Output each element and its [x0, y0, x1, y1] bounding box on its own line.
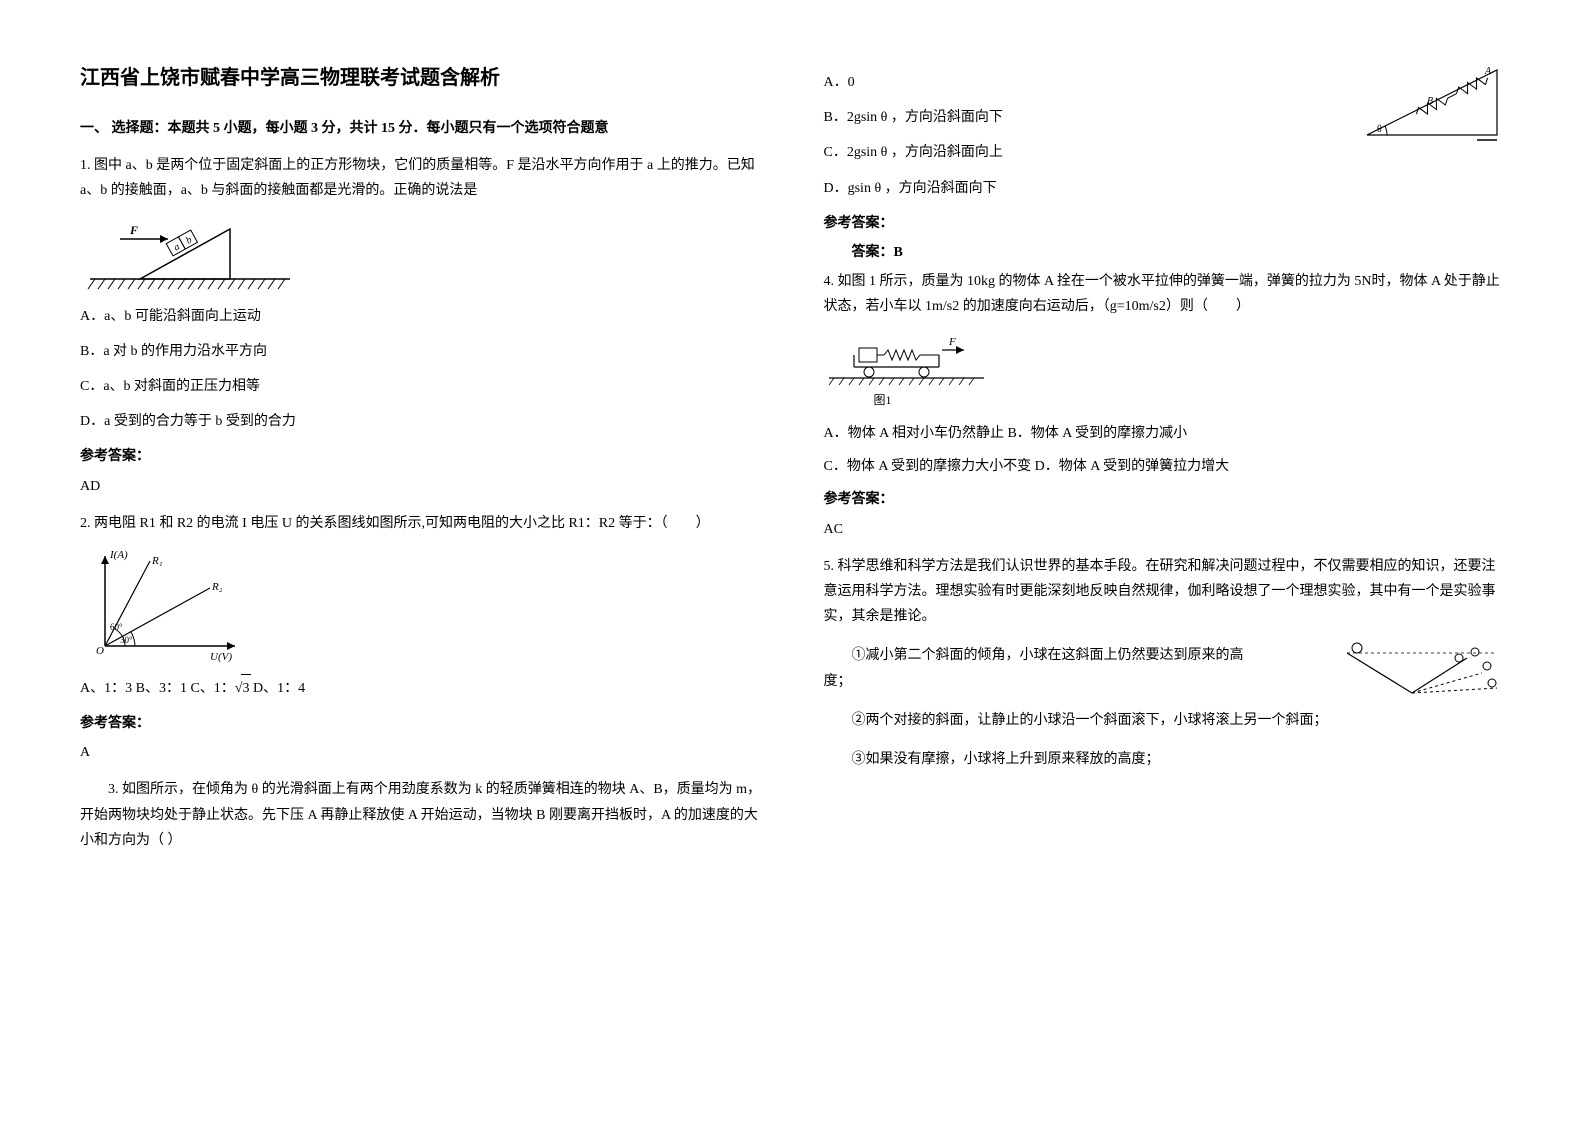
- question-4: 4. 如图 1 所示，质量为 10kg 的物体 A 拴在一个被水平拉伸的弹簧一端…: [824, 269, 1508, 542]
- q3-label-b: B: [1427, 96, 1433, 107]
- q5-opt2: ②两个对接的斜面，让静止的小球沿一个斜面滚下，小球将滚上另一个斜面；: [824, 708, 1508, 733]
- q1-opt-d: D．a 受到的合力等于 b 受到的合力: [80, 409, 764, 434]
- section-heading: 一、 选择题：本题共 5 小题，每小题 3 分，共计 15 分．每小题只有一个选…: [80, 116, 764, 141]
- q2-xlabel: U(V): [210, 651, 232, 663]
- q3-opt-d: D．gsin θ ，方向沿斜面向下: [824, 176, 1508, 201]
- q4-ans: AC: [824, 517, 1508, 542]
- q2-opts: A、1：3 B、3：1 C、1：√3 D、1：4: [80, 676, 764, 701]
- q2-stem: 2. 两电阻 R1 和 R2 的电流 I 电压 U 的关系图线如图所示,可知两电…: [80, 511, 764, 536]
- question-1: 1. 图中 a、b 是两个位于固定斜面上的正方形物块，它们的质量相等。F 是沿水…: [80, 153, 764, 499]
- q5-opt3: ③如果没有摩擦，小球将上升到原来释放的高度；: [824, 747, 1508, 772]
- q1-stem: 1. 图中 a、b 是两个位于固定斜面上的正方形物块，它们的质量相等。F 是沿水…: [80, 153, 764, 203]
- q2-r1: R₁: [151, 555, 163, 567]
- q4-stem: 4. 如图 1 所示，质量为 10kg 的物体 A 拴在一个被水平拉伸的弹簧一端…: [824, 269, 1508, 319]
- question-5: 5. 科学思维和科学方法是我们认识世界的基本手段。在研究和解决问题过程中，不仅需…: [824, 554, 1508, 772]
- q5-opt1: ①减小第二个斜面的倾角，小球在这斜面上仍然要达到原来的高度；: [824, 643, 1244, 693]
- q1-figure: a b F: [80, 214, 764, 294]
- q4-fig-label: 图1: [874, 390, 1508, 412]
- q2-ans: A: [80, 740, 764, 765]
- question-2: 2. 两电阻 R1 和 R2 的电流 I 电压 U 的关系图线如图所示,可知两电…: [80, 511, 764, 766]
- q1-label-F: F: [129, 223, 138, 237]
- q2-r2: R₂: [211, 581, 223, 593]
- q3-figure: θ B A: [1357, 60, 1507, 150]
- page-title: 江西省上饶市赋春中学高三物理联考试题含解析: [80, 60, 764, 96]
- svg-text:O: O: [96, 645, 104, 657]
- q2-ans-label: 参考答案：: [80, 711, 764, 736]
- q3-ans: 答案：B: [852, 240, 1508, 265]
- q4-opts-ab: A．物体 A 相对小车仍然静止 B．物体 A 受到的摩擦力减小: [824, 421, 1508, 446]
- q5-stem: 5. 科学思维和科学方法是我们认识世界的基本手段。在研究和解决问题过程中，不仅需…: [824, 554, 1508, 630]
- q2-a60: 60°: [110, 622, 123, 632]
- q2-figure: I(A) U(V) O R₁ R₂ 60° 30°: [80, 546, 764, 666]
- q1-opt-b: B．a 对 b 的作用力沿水平方向: [80, 339, 764, 364]
- q3-stem: 3. 如图所示，在倾角为 θ 的光滑斜面上有两个用劲度系数为 k 的轻质弹簧相连…: [80, 777, 764, 853]
- q3-theta: θ: [1377, 124, 1382, 135]
- q4-figure: F 图1: [824, 330, 1508, 412]
- q2-a30: 30°: [120, 635, 133, 645]
- left-column: 江西省上饶市赋春中学高三物理联考试题含解析 一、 选择题：本题共 5 小题，每小…: [80, 60, 764, 1062]
- q2-ylabel: I(A): [109, 549, 128, 561]
- q1-opt-a: A．a、b 可能沿斜面向上运动: [80, 304, 764, 329]
- q1-label-b: b: [184, 234, 194, 246]
- q4-opts-cd: C．物体 A 受到的摩擦力大小不变 D．物体 A 受到的弹簧拉力增大: [824, 454, 1508, 479]
- q3-label-a: A: [1484, 66, 1492, 77]
- q4-label-F: F: [948, 336, 956, 348]
- q1-ans: AD: [80, 474, 764, 499]
- q1-ans-label: 参考答案：: [80, 444, 764, 469]
- q3-ans-label: 参考答案：: [824, 211, 1508, 236]
- q1-label-a: a: [172, 241, 182, 253]
- right-column: A．0 B．2gsin θ ，方向沿斜面向下 C．2gsin θ ，方向沿斜面向…: [824, 60, 1508, 1062]
- q1-opt-c: C．a、b 对斜面的正压力相等: [80, 374, 764, 399]
- q4-ans-label: 参考答案：: [824, 487, 1508, 512]
- question-3: 3. 如图所示，在倾角为 θ 的光滑斜面上有两个用劲度系数为 k 的轻质弹簧相连…: [80, 777, 764, 853]
- q5-figure: [1337, 638, 1507, 708]
